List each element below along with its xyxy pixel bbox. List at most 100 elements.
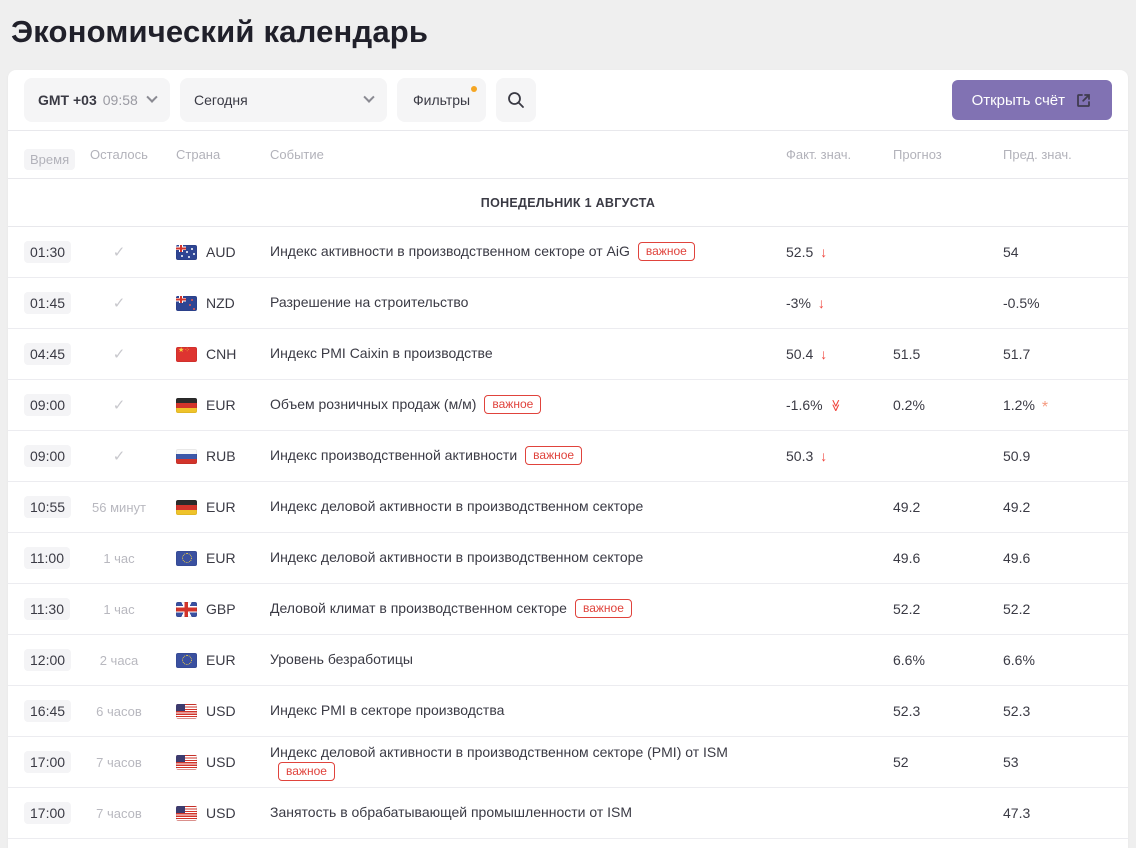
event-name: Объем розничных продаж (м/м) <box>270 396 477 413</box>
actual-cell: 52.5 ↓ <box>786 244 893 260</box>
event-cell: Занятость в обрабатывающей промышленност… <box>270 803 786 823</box>
forecast-cell: 0.2% <box>893 397 925 413</box>
country-cell: NZD <box>168 295 270 311</box>
important-badge: важное <box>637 242 695 262</box>
previous-cell: 50.9 <box>1003 448 1128 464</box>
table-row[interactable]: 04:45 ✓ CNH Индекс PMI Caixin в производ… <box>8 329 1128 380</box>
table-row[interactable]: 09:00 ✓ RUB Индекс производственной акти… <box>8 431 1128 482</box>
event-cell: Объем розничных продаж (м/м) важное <box>270 395 786 415</box>
currency-code: GBP <box>206 601 236 617</box>
date-range-selector[interactable]: Сегодня <box>180 78 387 122</box>
country-cell: USD <box>168 754 270 770</box>
event-time: 11:30 <box>24 598 70 620</box>
done-check-icon: ✓ <box>112 397 126 414</box>
previous-cell: 54 <box>1003 244 1128 260</box>
open-account-button[interactable]: Открыть счёт <box>951 80 1112 120</box>
event-time: 01:30 <box>24 241 72 263</box>
remaining-cell: 1 час <box>84 550 168 566</box>
country-flag-icon <box>176 346 197 362</box>
timezone-selector[interactable]: GMT +03 09:58 <box>24 78 170 122</box>
date-range-label: Сегодня <box>194 92 248 108</box>
page-title: Экономический календарь <box>11 14 429 49</box>
country-flag-icon <box>176 448 197 464</box>
country-cell: EUR <box>168 652 270 668</box>
currency-code: USD <box>206 805 236 821</box>
down-arrow-icon: ↓ <box>820 448 828 464</box>
table-row[interactable]: 11:00 1 час EUR Индекс деловой активност… <box>8 533 1128 584</box>
country-flag-icon <box>176 244 197 260</box>
done-check-icon: ✓ <box>112 448 126 465</box>
down-arrow-icon: ↓ <box>820 244 828 260</box>
header-event: Событие <box>270 147 324 162</box>
down-arrow-icon: ↓ <box>820 346 828 362</box>
currency-code: NZD <box>206 295 235 311</box>
previous-value: 6.6% <box>1003 652 1035 668</box>
timezone-label: GMT +03 <box>38 92 97 108</box>
event-cell: Индекс производственной активности важное <box>270 446 786 466</box>
country-cell: GBP <box>168 601 270 617</box>
previous-cell: 53 <box>1003 754 1128 770</box>
remaining-time: 7 часов <box>96 755 142 770</box>
day-section-header: ПОНЕДЕЛЬНИК 1 АВГУСТА <box>8 179 1128 227</box>
header-time[interactable]: Время <box>8 144 84 170</box>
table-row[interactable]: 12:00 2 часа EUR Уровень безработицы 6.6… <box>8 635 1128 686</box>
search-button[interactable] <box>496 78 537 122</box>
event-cell: Индекс активности в производственном сек… <box>270 242 786 262</box>
currency-code: AUD <box>206 244 236 260</box>
header-remaining: Осталось <box>90 147 148 162</box>
event-cell: Индекс PMI Caixin в производстве <box>270 344 786 364</box>
table-row[interactable]: 01:30 ✓ AUD Индекс активности в производ… <box>8 227 1128 278</box>
filters-button[interactable]: Фильтры <box>397 78 487 122</box>
event-cell: Индекс деловой активности в производстве… <box>270 743 786 782</box>
time-cell: 11:30 <box>8 598 84 620</box>
time-cell: 09:00 <box>8 445 84 467</box>
remaining-cell: 7 часов <box>84 754 168 770</box>
country-cell: EUR <box>168 499 270 515</box>
remaining-time: 2 часа <box>99 653 139 668</box>
currency-code: EUR <box>206 550 236 566</box>
filters-active-dot <box>471 86 478 92</box>
forecast-cell: 52 <box>893 754 909 770</box>
previous-cell: 51.7 <box>1003 346 1128 362</box>
toolbar: GMT +03 09:58 Сегодня Фильтры Открыть сч… <box>8 70 1128 130</box>
table-row[interactable]: 10:55 56 минут EUR Индекс деловой активн… <box>8 482 1128 533</box>
time-cell: 04:45 <box>8 343 84 365</box>
table-row[interactable]: 09:00 ✓ EUR Объем розничных продаж (м/м)… <box>8 380 1128 431</box>
table-row[interactable]: 01:45 ✓ NZD Разрешение на строительство … <box>8 278 1128 329</box>
search-icon <box>508 92 524 108</box>
country-cell: EUR <box>168 397 270 413</box>
done-check-icon: ✓ <box>112 346 126 363</box>
event-cell: Разрешение на строительство <box>270 293 786 313</box>
header-country: Страна <box>176 147 221 162</box>
remaining-cell: ✓ <box>84 447 168 465</box>
time-cell: 09:00 <box>8 394 84 416</box>
event-name: Разрешение на строительство <box>270 294 469 311</box>
previous-value: 1.2% <box>1003 397 1035 413</box>
country-flag-icon <box>176 499 197 515</box>
table-row[interactable]: 17:00 7 часов USD Индекс деловой активно… <box>8 737 1128 788</box>
event-time: 16:45 <box>24 700 72 722</box>
table-row[interactable]: 11:30 1 час GBP Деловой климат в произво… <box>8 584 1128 635</box>
event-cell: Индекс деловой активности в производстве… <box>270 548 786 568</box>
chevron-down-icon <box>146 91 158 103</box>
event-time: 09:00 <box>24 394 72 416</box>
table-row[interactable]: 17:00 7 часов USD Занятость в обрабатыва… <box>8 788 1128 839</box>
previous-cell: 47.3 <box>1003 805 1128 821</box>
country-flag-icon <box>176 703 197 719</box>
event-name: Деловой климат в производственном сектор… <box>270 600 567 617</box>
remaining-cell: 56 минут <box>84 499 168 515</box>
country-cell: AUD <box>168 244 270 260</box>
previous-value: 47.3 <box>1003 805 1031 821</box>
previous-value: 50.9 <box>1003 448 1031 464</box>
country-cell: USD <box>168 703 270 719</box>
event-name: Занятость в обрабатывающей промышленност… <box>270 804 633 821</box>
down-arrow-icon: ↓ <box>817 295 825 311</box>
event-name: Индекс деловой активности в производстве… <box>270 743 728 760</box>
previous-cell: 52.3 <box>1003 703 1128 719</box>
previous-cell: 6.6% <box>1003 652 1128 668</box>
table-row[interactable]: 16:45 6 часов USD Индекс PMI в секторе п… <box>8 686 1128 737</box>
previous-value: 49.6 <box>1003 550 1031 566</box>
event-cell: Деловой климат в производственном сектор… <box>270 599 786 619</box>
event-time: 01:45 <box>24 292 72 314</box>
country-cell: EUR <box>168 550 270 566</box>
